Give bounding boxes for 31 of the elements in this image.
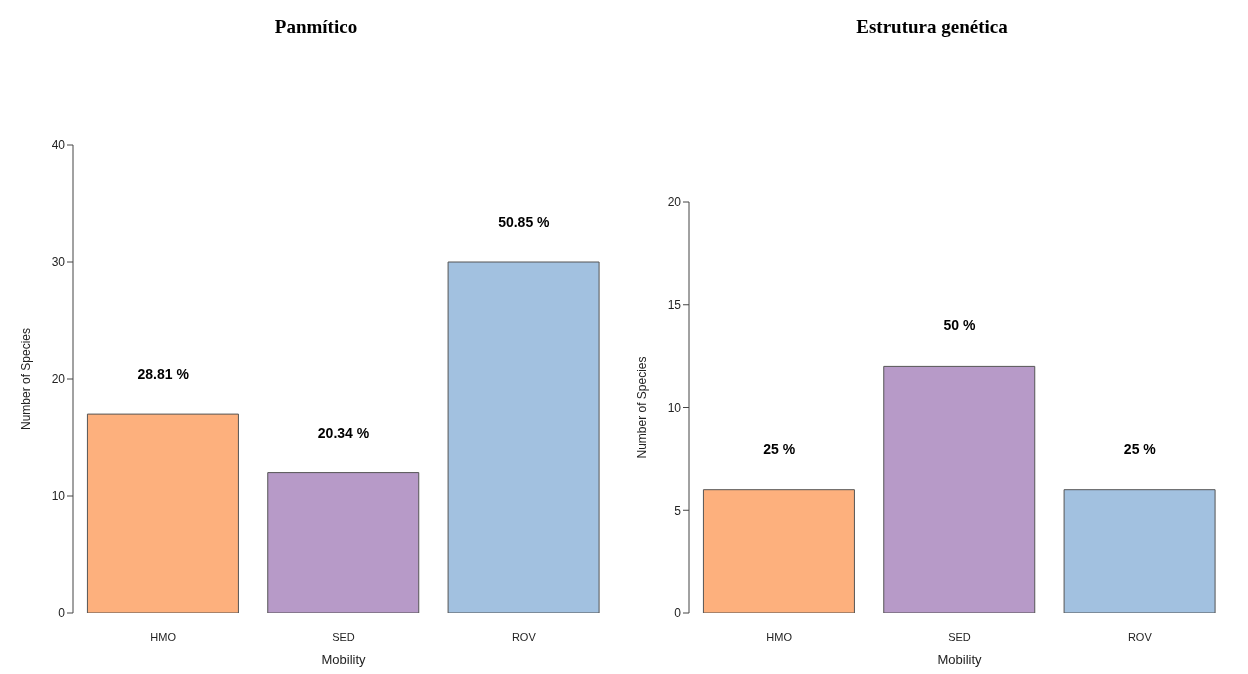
annotation: 25 %	[763, 440, 796, 457]
y-tick-label: 15	[667, 298, 682, 313]
y-tick-label: 0	[58, 606, 66, 621]
bar	[267, 472, 420, 613]
chart-title: Panmítico	[273, 16, 359, 38]
y-tick-label: 20	[667, 195, 682, 210]
y-tick-label: 40	[51, 138, 66, 153]
x-tick-label: HMO	[150, 630, 177, 643]
x-tick-label: SED	[948, 630, 971, 643]
annotation: 25 %	[1123, 440, 1157, 457]
annotation: 50.85 %	[498, 214, 551, 230]
y-axis-title: Number of Species	[19, 327, 34, 431]
y-tick-label: 0	[674, 606, 682, 621]
bar	[86, 413, 239, 613]
y-tick-label: 30	[51, 255, 66, 270]
y-tick-label: 10	[667, 400, 682, 415]
bar	[447, 261, 600, 613]
y-tick-label: 20	[51, 372, 66, 387]
annotation: 20.34 %	[317, 424, 370, 441]
x-axis-title: Mobility	[937, 652, 983, 667]
y-axis-title: Number of Species	[635, 356, 650, 459]
y-tick-label: 10	[51, 489, 66, 504]
x-axis-title: Mobility	[321, 652, 367, 667]
y-tick-label: 5	[674, 503, 682, 518]
chart-title: Estrutura genética	[855, 16, 1009, 38]
x-tick-label: ROV	[1127, 630, 1153, 643]
x-tick-label: ROV	[511, 630, 537, 643]
x-tick-label: SED	[332, 630, 355, 643]
x-tick-label: HMO	[766, 630, 793, 643]
annotation: 50 %	[943, 317, 976, 334]
annotation: 28.81 %	[137, 366, 190, 383]
